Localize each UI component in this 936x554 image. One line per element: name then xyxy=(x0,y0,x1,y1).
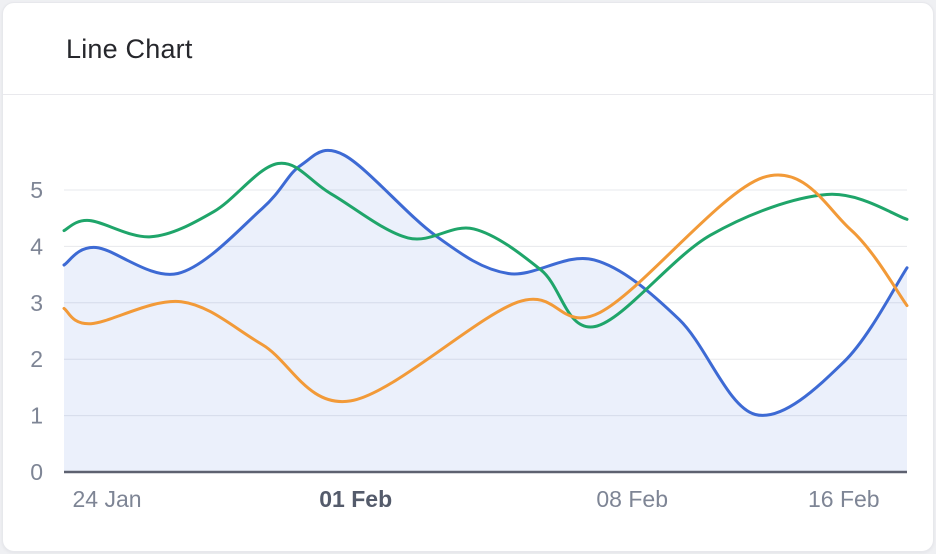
chart-title: Line Chart xyxy=(66,34,193,64)
x-tick-label-3: 16 Feb xyxy=(808,486,880,512)
x-tick-label-0: 24 Jan xyxy=(72,486,141,512)
y-tick-label-2: 2 xyxy=(30,346,43,372)
series-green-line xyxy=(62,161,909,329)
y-tick-label-5: 5 xyxy=(30,177,43,203)
y-tick-label-0: 0 xyxy=(30,459,43,485)
x-tick-label-1: 01 Feb xyxy=(319,486,392,512)
x-tick-label-2: 08 Feb xyxy=(596,486,668,512)
y-tick-label-4: 4 xyxy=(30,233,43,259)
series-orange-line xyxy=(62,173,909,404)
card-header: Line Chart xyxy=(3,3,933,95)
series-blue-line xyxy=(62,148,909,417)
y-tick-label-3: 3 xyxy=(30,290,43,316)
y-tick-label-1: 1 xyxy=(30,403,43,429)
series-blue-area xyxy=(64,150,907,473)
